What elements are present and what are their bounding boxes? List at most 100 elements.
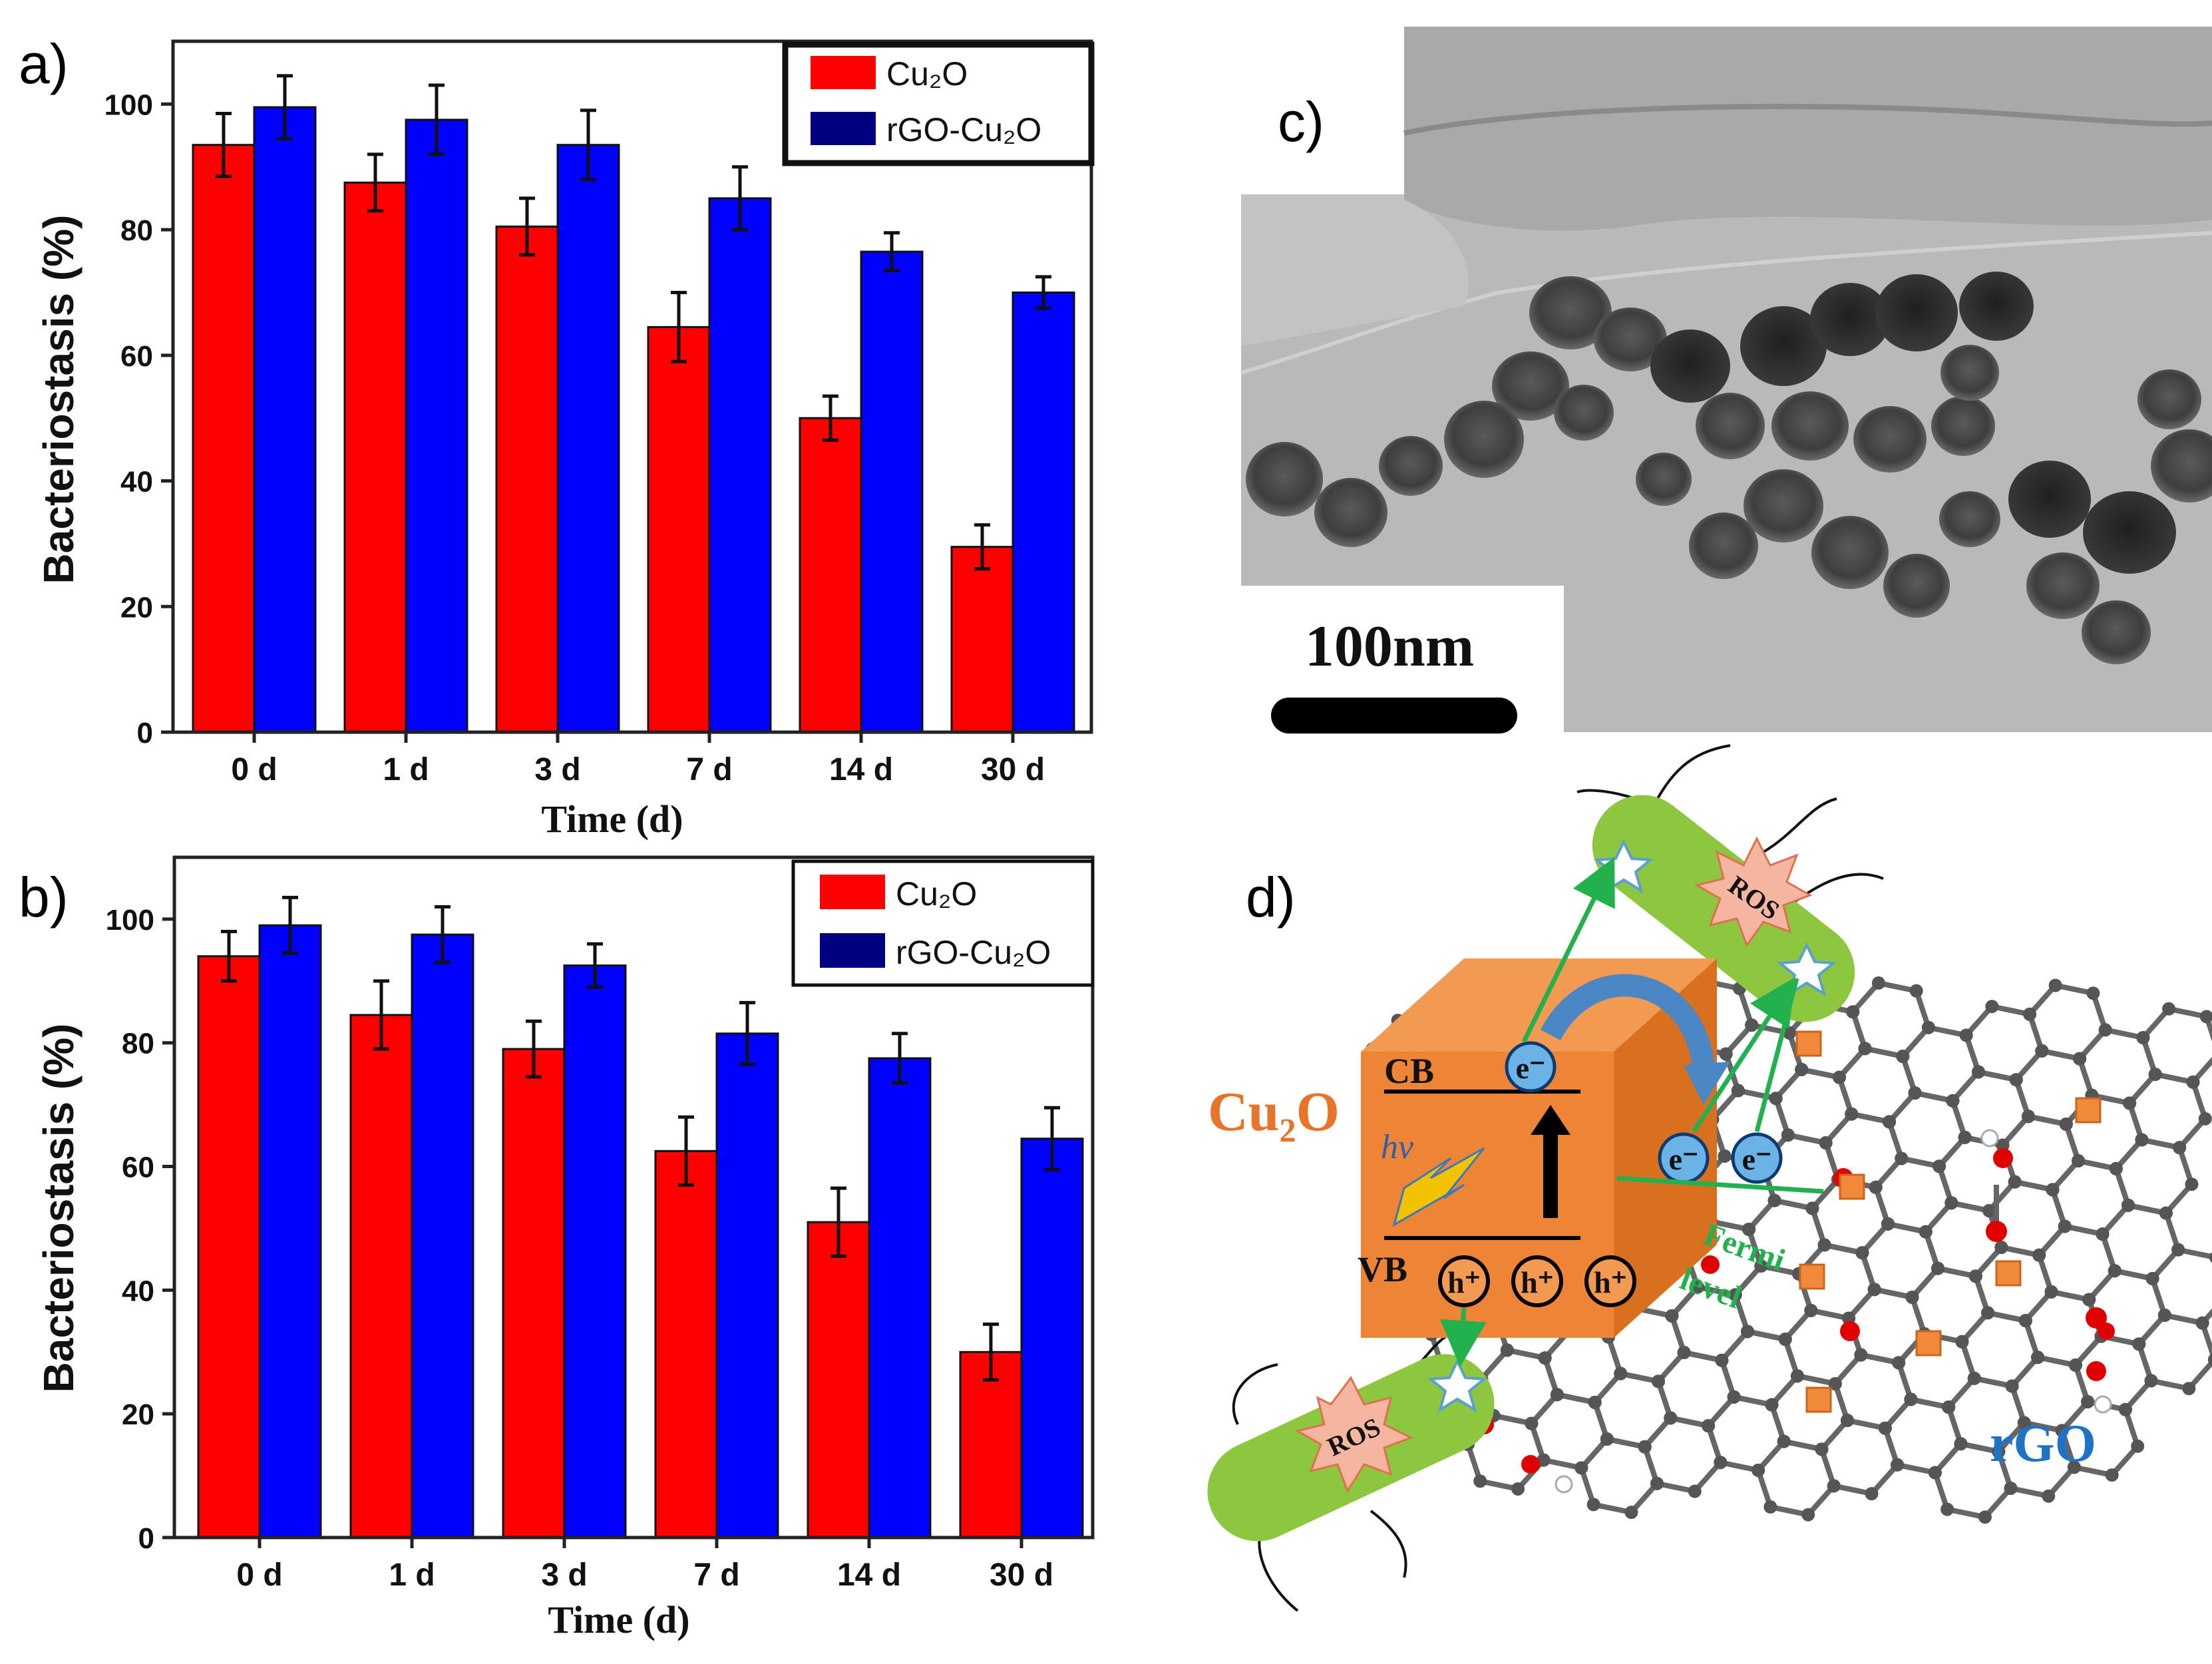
carbon-atom	[2131, 1439, 2145, 1453]
legend-swatch-rgo-cu2o	[820, 933, 885, 968]
carbon-atom	[1588, 1395, 1602, 1409]
carbon-atom	[2171, 1243, 2185, 1257]
carbon-atom	[1782, 1026, 1796, 1040]
carbon-atom	[1791, 1369, 1805, 1383]
carbon-atom	[1933, 1159, 1946, 1173]
green-arrows	[1439, 857, 1824, 1367]
carbon-atom	[2044, 1285, 2058, 1299]
carbon-atom	[1891, 1458, 1905, 1472]
carbon-atom	[1586, 1498, 1600, 1512]
x-tick-label: 30 d	[981, 752, 1045, 787]
carbon-atom	[2032, 1248, 2046, 1262]
x-axis-title: Time (d)	[541, 797, 683, 841]
carbon-atom	[2118, 1402, 2132, 1416]
carbon-atom	[2035, 1044, 2049, 1058]
carbon-atom	[2098, 1023, 2112, 1037]
y-tick-label: 0	[138, 1522, 154, 1555]
carbon-atom	[2048, 978, 2062, 992]
carbon-atom	[2081, 1394, 2095, 1408]
carbon-atom	[2162, 1002, 2176, 1016]
carbon-atom	[2185, 1177, 2199, 1191]
carbon-atom	[1846, 1005, 1860, 1019]
carbon-atom	[1702, 1419, 1716, 1433]
carbon-atom	[1878, 1421, 1892, 1435]
carbon-atom	[1731, 1084, 1745, 1098]
carbon-atom	[1817, 1238, 1831, 1252]
chart-a: 0 20 40 60 80 100 0 d 1 d 3 d 7 d 14 d 30 d Bacter…	[35, 39, 1095, 841]
carbon-atom	[1982, 1203, 1996, 1217]
carbon-atom	[1854, 1348, 1868, 1362]
carbon-atom	[1777, 1434, 1791, 1448]
carbon-atom	[1665, 1309, 1679, 1323]
carbon-atom	[2144, 1374, 2158, 1388]
carbon-atom	[2121, 1198, 2135, 1212]
x-tick-label: 7 d	[686, 752, 732, 787]
carbon-atom	[1841, 1414, 1855, 1428]
legend-swatch-rgo-cu2o	[811, 112, 876, 145]
cu2o-label: Cu₂O	[1208, 1081, 1340, 1143]
svg-text:e⁻: e⁻	[1669, 1142, 1699, 1176]
y-tick-label: 20	[120, 591, 153, 624]
ros-burst-top: ROS	[1694, 836, 1813, 948]
carbon-atom	[1740, 1325, 1754, 1339]
carbon-atom	[1883, 1115, 1897, 1129]
carbon-atom	[1819, 1136, 1833, 1150]
cu2o-particles	[1795, 1030, 2102, 1413]
ros-burst-bottom: ROS	[1295, 1376, 1413, 1494]
carbon-atom	[1940, 1502, 1954, 1516]
x-tick-label: 30 d	[990, 1558, 1053, 1593]
carbon-atom	[2198, 1112, 2212, 1126]
bar-cu2o-30d	[950, 546, 1014, 733]
carbon-atom	[1804, 1303, 1818, 1317]
svg-text:h⁺: h⁺	[1594, 1265, 1627, 1299]
bar-rgo-cu2o-7d	[708, 197, 772, 733]
carbon-atom	[2148, 1068, 2162, 1082]
fermi-label-line2: level	[1676, 1261, 1746, 1316]
carbon-atom	[1690, 1280, 1704, 1294]
bar-cu2o-3d	[502, 1048, 566, 1539]
panel-label-b: b)	[19, 866, 69, 929]
bar-cu2o-7d	[647, 325, 711, 733]
electron-cb: e⁻	[1505, 1041, 1557, 1093]
carbon-atom	[1904, 1392, 1918, 1406]
hole-3: h⁺	[1584, 1255, 1636, 1307]
carbon-atom	[2008, 1175, 2022, 1189]
carbon-atom	[1719, 1047, 1733, 1061]
bar-cu2o-1d	[349, 1014, 413, 1539]
carbon-atom	[1921, 1020, 1935, 1034]
vb-label: VB	[1358, 1249, 1407, 1289]
carbon-atom	[2031, 1351, 2045, 1364]
carbon-atom	[1718, 1149, 1732, 1163]
carbon-atom	[2186, 1075, 2200, 1089]
y-tick-label: 100	[106, 904, 154, 936]
carbon-atom	[1805, 1201, 1819, 1215]
legend-label-rgo-cu2o: rGO-Cu₂O	[896, 934, 1051, 971]
x-tick-label: 14 d	[829, 752, 893, 787]
carbon-atom	[1650, 1476, 1664, 1490]
carbon-atom	[1928, 1466, 1942, 1480]
carbon-atom	[1652, 1374, 1666, 1388]
carbon-atom	[1688, 1484, 1702, 1498]
carbon-atom	[1664, 1411, 1678, 1425]
y-tick-label: 20	[122, 1398, 154, 1431]
carbon-atom	[1728, 1288, 1742, 1302]
bar-cu2o-30d	[959, 1351, 1023, 1539]
electron-rgo-2: e⁻	[1731, 1132, 1783, 1184]
electron-transfer-arrow	[1540, 974, 1715, 1067]
carbon-atom	[1827, 1479, 1841, 1493]
carbon-atom	[2135, 1133, 2149, 1147]
carbon-atom	[1715, 1353, 1729, 1367]
bar-rgo-cu2o-30d	[1012, 291, 1075, 733]
bar-cu2o-14d	[807, 1221, 870, 1539]
carbon-atom	[1781, 1128, 1795, 1142]
x-tick-label: 7 d	[693, 1558, 739, 1593]
y-axis-title: Bacteriostasis (%)	[35, 215, 83, 584]
scale-bar	[1271, 698, 1517, 733]
carbon-atom	[2018, 1314, 2032, 1328]
carbon-atom	[2199, 1010, 2212, 1024]
y-tick-label: 40	[120, 466, 153, 499]
carbon-atom	[2182, 1382, 2196, 1396]
carbon-atom	[1867, 1283, 1881, 1297]
carbon-atom	[1600, 1432, 1614, 1446]
